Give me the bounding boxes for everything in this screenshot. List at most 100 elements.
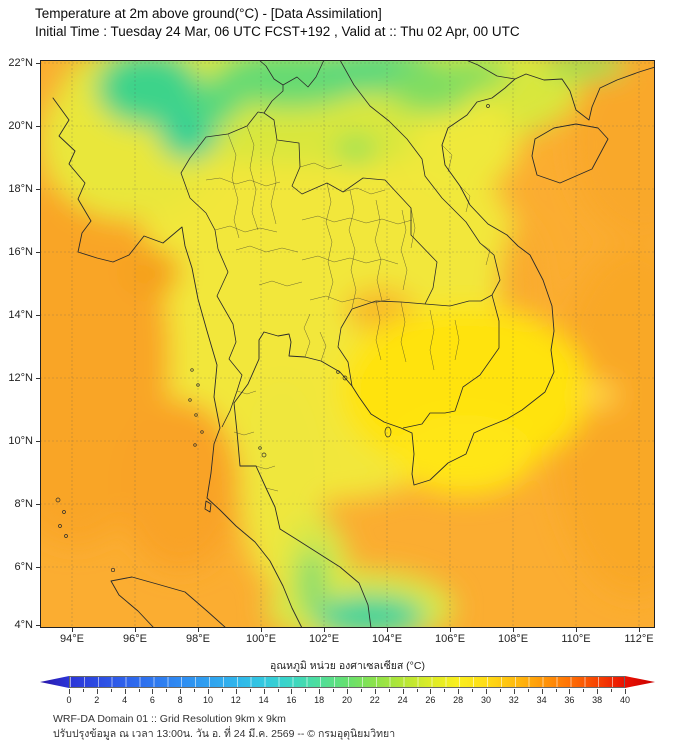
lat-tick [36,189,40,190]
colorbar-minor-tick [555,689,557,692]
colorbar-tick-label: 32 [508,695,519,705]
lat-tick [36,504,40,505]
temperature-field [40,60,655,628]
lat-tick [36,63,40,64]
colorbar-tick-label: 34 [536,695,547,705]
colorbar-minor-tick [499,689,501,692]
colorbar-tick-label: 6 [149,695,155,705]
lon-tick [72,628,73,632]
colorbar-gradient-bar [69,676,625,688]
lat-tick-label: 4°N [14,619,33,631]
colorbar-tick-label: 0 [66,695,72,705]
colorbar-tick-label: 14 [258,695,269,705]
lon-tick [387,628,388,632]
colorbar-minor-tick [277,689,279,692]
lon-tick [198,628,199,632]
colorbar-label: อุณหภูมิ หน่วย องศาเซลเซียส (°C) [270,660,425,672]
lon-tick-label: 108°E [497,633,529,645]
colorbar-minor-tick [527,689,529,692]
colorbar-major-tick [124,689,126,694]
colorbar-minor-tick [221,689,223,692]
colorbar-minor-tick [138,689,140,692]
lat-tick [36,625,40,626]
colorbar-major-tick [208,689,209,694]
gridlines [40,60,655,628]
lon-tick [513,628,514,632]
colorbar-major-tick [597,689,599,694]
colorbar-major-tick [96,689,98,694]
lon-tick-label: 102°E [308,633,340,645]
colorbar-tick-label: 40 [619,695,630,705]
colorbar-tick-label: 24 [397,695,408,705]
lat-tick-label: 18°N [8,183,33,195]
footer: WRF-DA Domain 01 :: Grid Resolution 9km … [53,712,395,742]
colorbar-tick-label: 8 [177,695,183,705]
colorbar-major-tick [235,689,237,694]
colorbar-major-tick [513,689,515,694]
footer-update-info: ปรับปรุงข้อมูล ณ เวลา 13:00น. วัน อ. ที่… [53,728,396,740]
colorbar-minor-tick [583,689,585,692]
colorbar-minor-tick [416,689,418,692]
colorbar-minor-tick [194,689,196,692]
longitude-axis: 94°E 96°E 98°E 100°E 102°E 104°E 106°E 108°E 110… [40,628,660,650]
colorbar-major-tick [625,689,626,694]
colorbar-minor-tick [249,689,251,692]
colorbar-tick-label: 12 [230,695,241,705]
page-title: Temperature at 2m above ground(°C) - [Da… [35,6,382,21]
coastlines [52,66,655,628]
colorbar-tick-label: 36 [564,695,575,705]
lon-tick-label: 106°E [434,633,466,645]
colorbar-tick-label: 20 [341,695,352,705]
lat-tick-label: 6°N [14,561,33,573]
lon-tick [261,628,262,632]
lat-tick [36,315,40,316]
lon-tick-label: 104°E [371,633,403,645]
phuket-island [204,500,212,513]
country-borders [180,60,516,429]
colorbar-minor-tick [333,689,335,692]
colorbar: อุณหภูมิ หน่วย องศาเซลเซียส (°C) 0 2 4 6 8 10… [40,659,655,706]
lat-tick-label: 22°N [8,57,33,69]
colorbar-tick-label: 28 [453,695,464,705]
latitude-axis: 22°N 20°N 18°N 16°N 14°N 12°N 10°N 8°N 6°N 4°N [0,57,40,631]
hainan-island [531,123,609,184]
title-block: Temperature at 2m above ground(°C) - [Da… [35,5,520,41]
lat-tick-label: 10°N [8,435,33,447]
lon-tick [324,628,325,632]
lon-tick [135,628,136,632]
colorbar-minor-tick [360,689,362,692]
lat-tick-label: 20°N [8,120,33,132]
page-subtitle: Initial Time : Tuesday 24 Mar, 06 UTC FC… [35,24,520,39]
lat-tick-label: 8°N [14,498,33,510]
colorbar-major-tick [486,689,487,694]
lon-tick [576,628,577,632]
lat-tick [36,378,40,379]
colorbar-right-arrow [625,676,655,688]
colorbar-major-tick [69,689,70,694]
sumatra-coastline [110,576,227,628]
colorbar-minor-tick [82,689,84,692]
lat-tick-label: 14°N [8,309,33,321]
colorbar-tick-labels: 0 2 4 6 8 10 12 14 16 18 20 22 24 26 28 30 32 34 36 38 40 [66,695,630,706]
lat-tick [36,252,40,253]
colorbar-minor-tick [472,689,474,692]
lat-tick [36,441,40,442]
colorbar-major-tick [291,689,293,694]
lon-tick-label: 98°E [186,633,210,645]
colorbar-tick-label: 4 [122,695,128,705]
lon-tick [639,628,640,632]
colorbar-major-tick [180,689,182,694]
lon-tick-label: 110°E [561,633,591,645]
colorbar-minor-tick [388,689,390,692]
lat-tick [36,126,40,127]
colorbar-minor-tick [110,689,112,692]
colorbar-major-tick [541,689,543,694]
colorbar-major-tick [374,689,376,694]
map-frame [40,60,655,628]
colorbar-major-tick [319,689,321,694]
colorbar-tick-label: 18 [314,695,325,705]
map-canvas [40,60,655,628]
colorbar-minor-tick [444,689,446,692]
colorbar-tick-label: 38 [592,695,603,705]
